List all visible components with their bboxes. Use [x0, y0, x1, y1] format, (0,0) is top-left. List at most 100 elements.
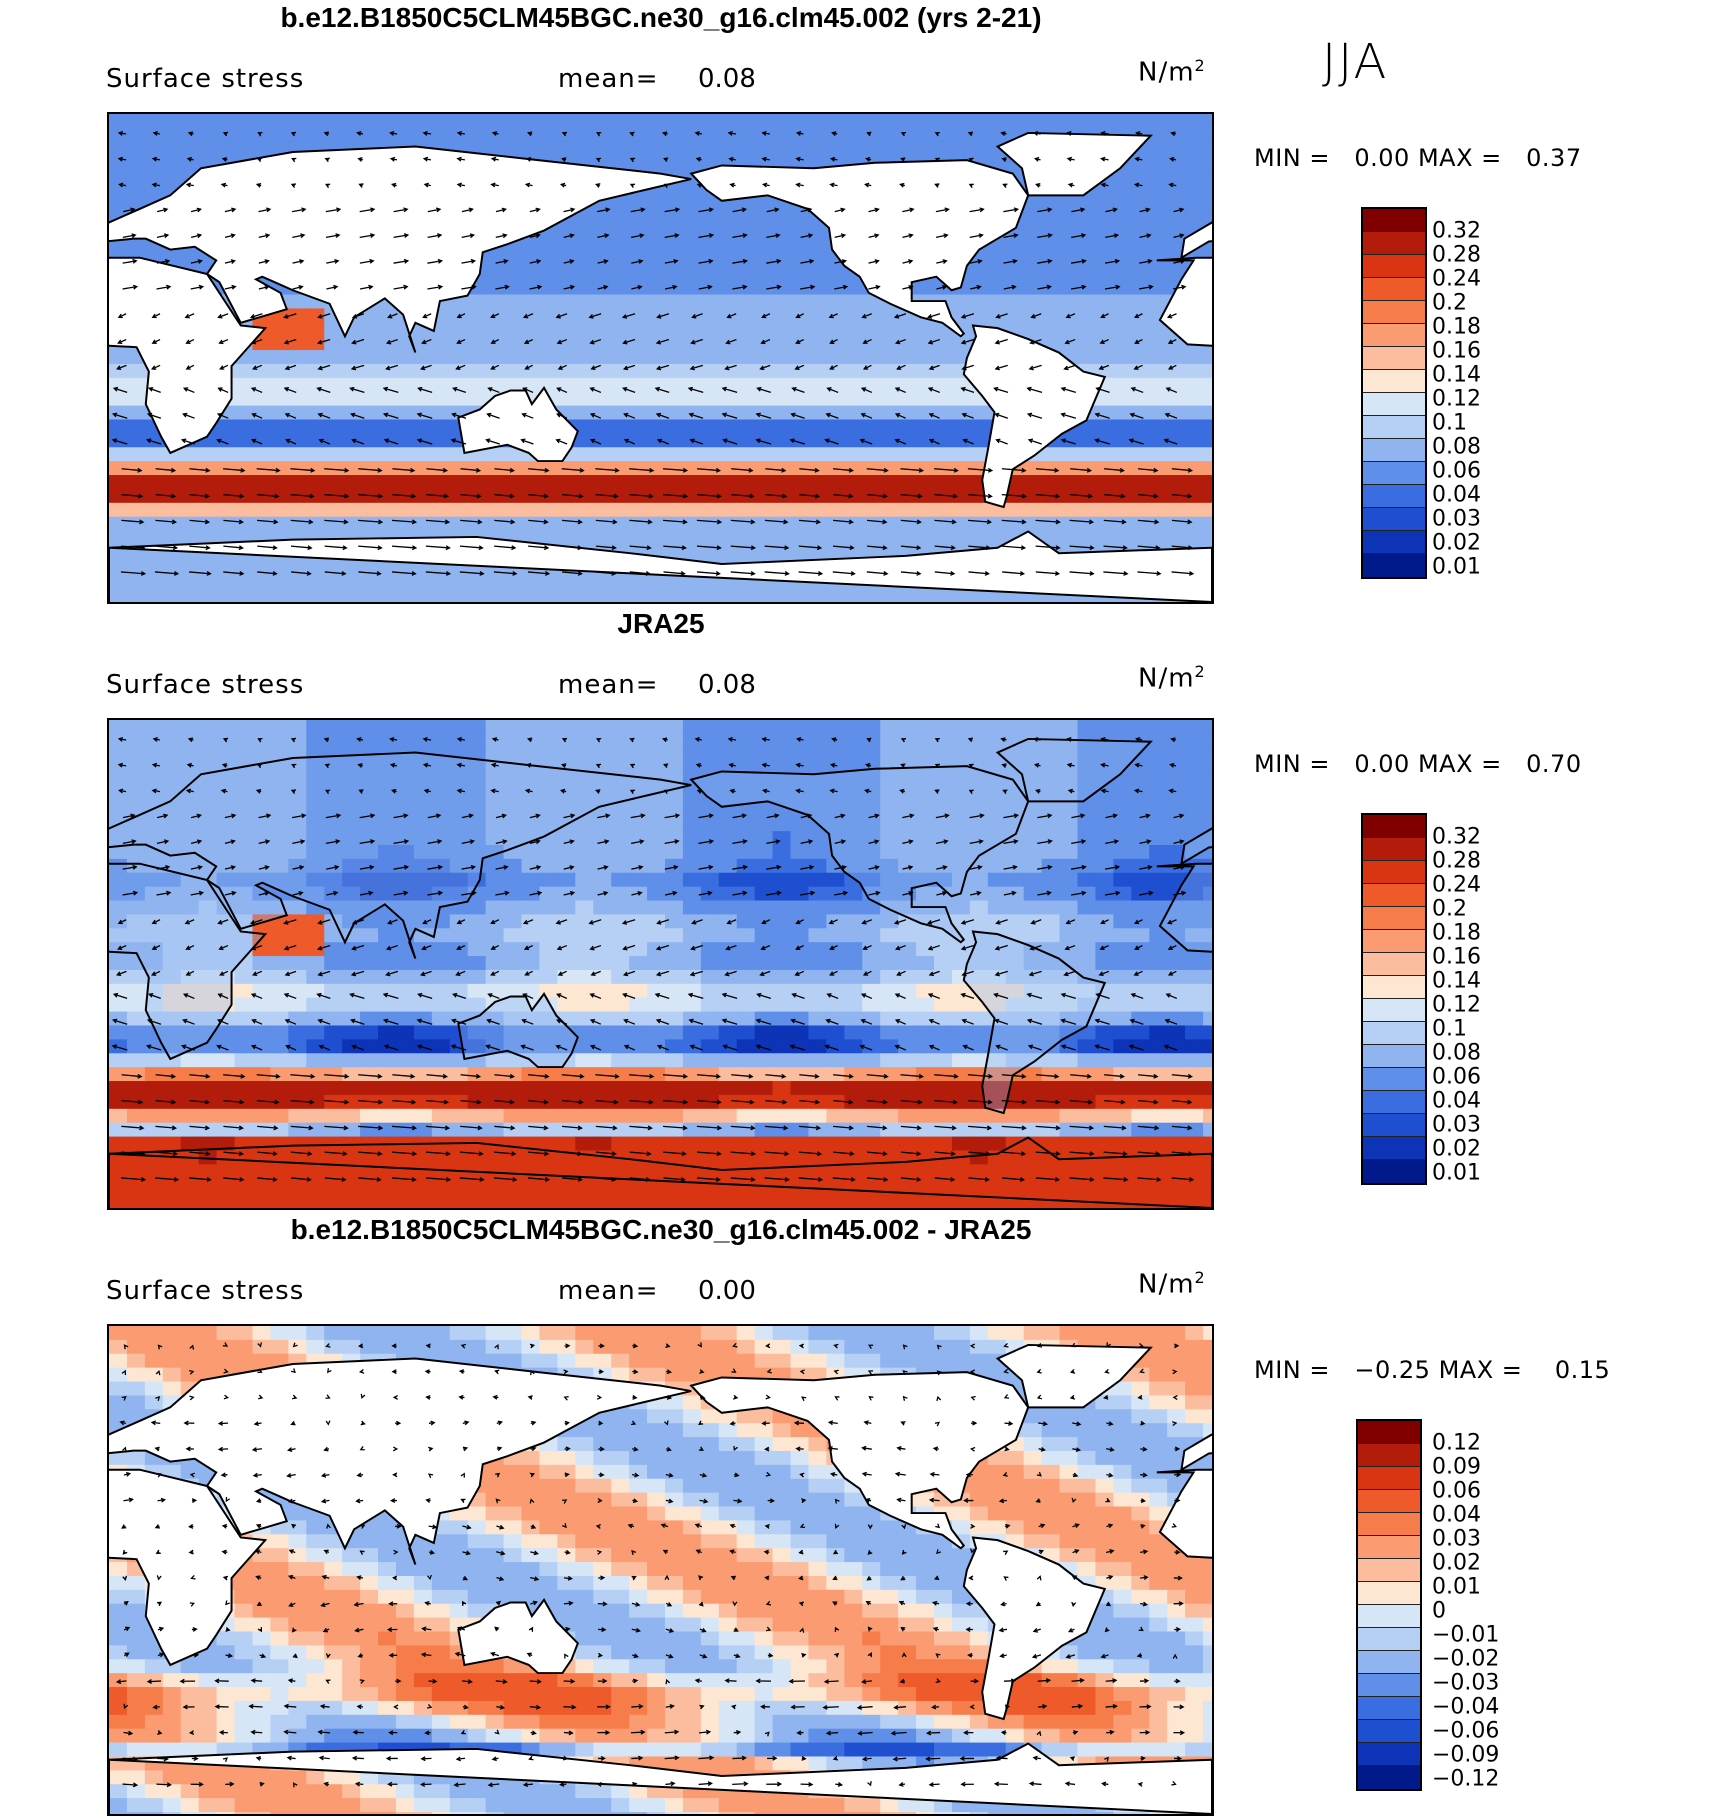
colorbar-swatch [1363, 1160, 1425, 1183]
panel-title: b.e12.B1850C5CLM45BGC.ne30_g16.clm45.002… [280, 2, 1042, 33]
land-mask [109, 737, 1212, 1208]
map-canvas [109, 114, 1212, 602]
colorbar-tick-label: −0.04 [1432, 1694, 1500, 1720]
colorbar-tick-label: 0.28 [1432, 848, 1481, 874]
min-max-readout: MIN = 0.00 MAX = 0.37 [1254, 144, 1582, 172]
colorbar-tick-label: 0.24 [1432, 872, 1481, 898]
units-label: N/m2 [1138, 662, 1206, 694]
colorbar-tick-label: 0.04 [1432, 1088, 1481, 1114]
colorbar-tick-label: 0.08 [1432, 1040, 1481, 1066]
colorbar-tick-label: 0.02 [1432, 1550, 1481, 1576]
colorbar-swatch [1363, 301, 1425, 324]
colorbar-tick-label: 0.12 [1432, 386, 1481, 412]
land-mask [109, 1343, 1212, 1814]
colorbar-swatch [1363, 232, 1425, 255]
colorbar-tick-label: 0.08 [1432, 434, 1481, 460]
coastline [995, 1343, 1153, 1409]
mean-label: mean= [558, 670, 659, 700]
colorbar-swatch [1358, 1743, 1420, 1766]
colorbar-swatch [1358, 1720, 1420, 1743]
colorbar-tick-label: 0.14 [1432, 968, 1481, 994]
coastline [109, 751, 692, 959]
colorbar-tick-label: 0.2 [1432, 290, 1467, 316]
panel-model: b.e12.B1850C5CLM45BGC.ne30_g16.clm45.002… [0, 0, 1710, 606]
mean-value: 0.08 [698, 670, 756, 700]
colorbar-swatch [1363, 838, 1425, 861]
colorbar-tick-label: 0.01 [1432, 554, 1481, 580]
colorbar-swatch [1363, 324, 1425, 347]
colorbar-tick-label: 0.02 [1432, 530, 1481, 556]
colorbar-tick-label: 0.03 [1432, 1112, 1481, 1138]
colorbar-tick-label: 0.32 [1432, 824, 1481, 850]
colorbar-tick-label: 0.03 [1432, 1526, 1481, 1552]
colorbar-swatch [1358, 1605, 1420, 1628]
colorbar-tick-label: −0.03 [1432, 1670, 1500, 1696]
coastline [689, 159, 1030, 338]
colorbar-swatch [1363, 999, 1425, 1022]
coastline [1156, 1468, 1212, 1559]
colorbar-tick-label: 0.04 [1432, 482, 1481, 508]
colorbar-tick-label: 0 [1432, 1598, 1446, 1624]
colorbar-tick-label: 0.14 [1432, 362, 1481, 388]
colorbar-tick-label: 0.01 [1432, 1160, 1481, 1186]
colorbar-tick-label: 0.06 [1432, 458, 1481, 484]
colorbar-tick-label: 0.03 [1432, 506, 1481, 532]
coastline [109, 1742, 1212, 1814]
colorbar-tick-label: 0.12 [1432, 992, 1481, 1018]
colorbar-swatch [1363, 1068, 1425, 1091]
colorbar-swatch [1363, 953, 1425, 976]
wind-vectors [115, 1342, 1186, 1788]
colorbar-swatch [1363, 209, 1425, 232]
colorbar-tick-label: 0.12 [1432, 1430, 1481, 1456]
colorbar-tick-label: −0.01 [1432, 1622, 1500, 1648]
colorbar-swatch [1363, 508, 1425, 531]
variable-label: Surface stress [106, 64, 305, 94]
coastline [1180, 1433, 1212, 1472]
colorbar-tick-label: 0.32 [1432, 218, 1481, 244]
colorbar-swatch [1363, 861, 1425, 884]
variable-label: Surface stress [106, 1276, 305, 1306]
wind-vectors [111, 736, 1195, 1182]
colorbar-swatch [1363, 278, 1425, 301]
panel-title: JRA25 [617, 608, 705, 639]
map-difference [107, 1324, 1214, 1816]
coastline [1180, 221, 1212, 260]
colorbar-swatch [1358, 1582, 1420, 1605]
panel-jra25: JRA25 Surface stress mean= 0.08 N/m2 MIN… [0, 606, 1710, 1212]
coastline [109, 530, 1212, 602]
colorbar-swatch [1363, 1114, 1425, 1137]
map-canvas [109, 1326, 1212, 1814]
min-max-readout: MIN = −0.25 MAX = 0.15 [1254, 1356, 1611, 1384]
colorbar-tick-label: 0.18 [1432, 920, 1481, 946]
coastline [109, 862, 268, 1061]
colorbar-tick-label: 0.28 [1432, 242, 1481, 268]
colorbar-tick-label: 0.24 [1432, 266, 1481, 292]
coastline [109, 1468, 268, 1667]
colorbar-tick-label: 0.06 [1432, 1064, 1481, 1090]
colorbar-swatch [1358, 1467, 1420, 1490]
colorbar [1356, 1419, 1422, 1791]
map-jra25 [107, 718, 1214, 1210]
colorbar-swatch [1358, 1536, 1420, 1559]
mean-label: mean= [558, 64, 659, 94]
colorbar-swatch [1363, 1022, 1425, 1045]
colorbar-tick-label: 0.16 [1432, 338, 1481, 364]
colorbar-tick-label: −0.12 [1432, 1766, 1500, 1792]
colorbar-swatch [1358, 1559, 1420, 1582]
colorbar-tick-label: 0.18 [1432, 314, 1481, 340]
colorbar-swatch [1363, 1137, 1425, 1160]
colorbar-swatch [1363, 370, 1425, 393]
colorbar-swatch [1363, 416, 1425, 439]
colorbar-swatch [1358, 1674, 1420, 1697]
panel-title: b.e12.B1850C5CLM45BGC.ne30_g16.clm45.002… [290, 1214, 1032, 1245]
coastline [109, 145, 692, 353]
colorbar-tick-label: −0.02 [1432, 1646, 1500, 1672]
units-label: N/m2 [1138, 56, 1206, 88]
coastline [995, 131, 1153, 197]
colorbar-swatch [1363, 439, 1425, 462]
colorbar-tick-label: 0.02 [1432, 1136, 1481, 1162]
min-max-readout: MIN = 0.00 MAX = 0.70 [1254, 750, 1582, 778]
colorbar-swatch [1363, 393, 1425, 416]
colorbar-swatch [1363, 485, 1425, 508]
colorbar-swatch [1358, 1444, 1420, 1467]
